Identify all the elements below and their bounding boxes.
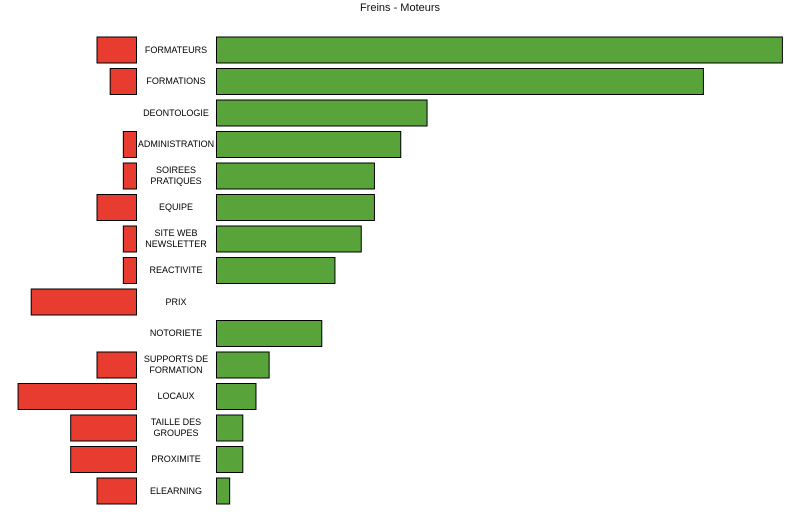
category-label: FORMATIONS xyxy=(146,76,206,86)
moteur-bar xyxy=(216,383,257,410)
moteur-bar xyxy=(216,446,244,473)
category-label: ADMINISTRATION xyxy=(137,139,215,149)
category-label: PRIX xyxy=(165,296,187,307)
frein-bar xyxy=(70,446,137,473)
category-label: DEONTOLOGIE xyxy=(143,107,209,118)
moteur-bar xyxy=(216,99,428,127)
category-label: ELEARNING xyxy=(149,485,202,496)
moteur-bar xyxy=(216,68,704,95)
moteur-bar xyxy=(216,257,336,284)
frein-bar xyxy=(122,257,137,284)
category-label: LOCAUX xyxy=(157,391,195,401)
frein-bar xyxy=(122,162,137,190)
category-label: SOIREES PRATIQUES xyxy=(150,165,202,186)
chart-title: Freins - Moteurs xyxy=(359,2,441,14)
category-label: REACTIVITE xyxy=(149,265,203,275)
moteur-bar xyxy=(216,194,375,221)
category-label: SUPPORTS DE FORMATION xyxy=(143,354,209,375)
category-label: PROXIMITE xyxy=(151,454,201,464)
moteur-bar xyxy=(216,351,270,379)
moteur-bar xyxy=(216,477,231,505)
moteur-bar xyxy=(216,36,783,64)
frein-bar xyxy=(70,414,137,442)
frein-bar xyxy=(96,477,137,505)
category-label: EQUIPE xyxy=(158,202,193,212)
moteur-bar xyxy=(216,162,375,190)
frein-bar xyxy=(17,383,138,410)
frein-bar xyxy=(122,131,137,158)
frein-bar xyxy=(96,194,137,221)
frein-bar xyxy=(30,288,137,316)
frein-bar xyxy=(122,225,137,253)
moteur-bar xyxy=(216,414,244,442)
moteur-bar xyxy=(216,320,323,347)
category-label: NOTORIETE xyxy=(149,328,203,338)
frein-bar xyxy=(96,351,137,379)
moteur-bar xyxy=(216,225,362,253)
moteur-bar xyxy=(216,131,402,158)
category-label: SITE WEB NEWSLETTER xyxy=(145,228,207,249)
category-label: TAILLE DES GROUPES xyxy=(150,417,202,438)
frein-bar xyxy=(109,68,137,95)
category-label: FORMATEURS xyxy=(144,44,208,55)
frein-bar xyxy=(96,36,137,64)
